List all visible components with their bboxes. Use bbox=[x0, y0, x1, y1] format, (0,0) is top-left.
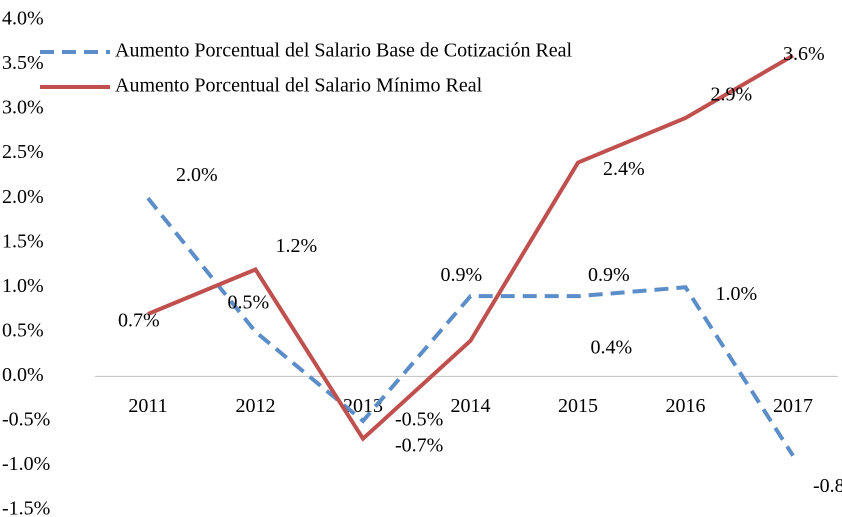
y-tick-label: -0.5% bbox=[2, 409, 50, 431]
legend-label: Aumento Porcentual del Salario Base de C… bbox=[115, 40, 573, 62]
data-label: 2.9% bbox=[711, 84, 753, 106]
y-tick-label: 2.5% bbox=[2, 141, 44, 163]
series-line bbox=[147, 53, 795, 442]
data-label: -0.89% bbox=[813, 475, 842, 497]
data-label: 1.0% bbox=[716, 283, 758, 305]
y-tick-label: -1.0% bbox=[2, 453, 50, 475]
data-label: 2.4% bbox=[603, 158, 645, 180]
x-tick-label: 2016 bbox=[666, 395, 706, 417]
x-tick-label: 2017 bbox=[773, 395, 813, 417]
series-line bbox=[146, 196, 795, 457]
data-label: 0.9% bbox=[588, 264, 630, 286]
y-tick-label: 1.5% bbox=[2, 230, 44, 252]
data-label: -0.7% bbox=[395, 434, 443, 456]
y-tick-label: 1.0% bbox=[2, 275, 44, 297]
data-label: 0.5% bbox=[228, 291, 270, 313]
legend-label: Aumento Porcentual del Salario Mínimo Re… bbox=[115, 75, 483, 97]
data-label: 0.7% bbox=[118, 310, 160, 332]
data-label: 0.4% bbox=[591, 336, 633, 358]
y-tick-label: -1.5% bbox=[2, 498, 50, 517]
x-tick-label: 2015 bbox=[558, 395, 598, 417]
data-label: 3.6% bbox=[783, 43, 825, 65]
y-tick-label: 0.0% bbox=[2, 364, 44, 386]
data-label: 2.0% bbox=[176, 164, 218, 186]
y-tick-label: 2.0% bbox=[2, 186, 44, 208]
x-tick-label: 2012 bbox=[236, 395, 276, 417]
y-tick-label: 3.0% bbox=[2, 97, 44, 119]
x-tick-label: 2011 bbox=[128, 395, 167, 417]
data-label: 0.9% bbox=[441, 264, 483, 286]
data-label: 1.2% bbox=[276, 235, 318, 257]
y-tick-label: 0.5% bbox=[2, 319, 44, 341]
x-tick-label: 2014 bbox=[451, 395, 491, 417]
data-label: -0.5% bbox=[395, 409, 443, 431]
y-tick-label: 4.0% bbox=[2, 8, 44, 30]
y-tick-label: 3.5% bbox=[2, 52, 44, 74]
